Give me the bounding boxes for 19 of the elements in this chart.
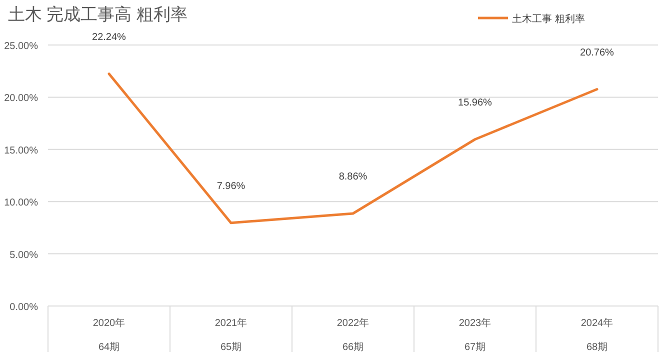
category-label: 2022年 66期 (336, 318, 370, 353)
legend-label: 土木工事 粗利率 (512, 13, 585, 25)
data-label: 8.86% (338, 172, 368, 182)
category-label: 2024年 68期 (580, 318, 614, 353)
data-label: 15.96% (458, 97, 492, 108)
data-label: 20.76% (580, 47, 614, 58)
category-label: 2021年 65期 (214, 318, 248, 353)
y-tick-label: 15.00% (4, 145, 38, 156)
line-series (108, 72, 598, 224)
y-tick-label: 25.00% (4, 41, 38, 52)
category-label: 2020年 64期 (92, 318, 126, 353)
y-tick-label: 10.00% (4, 198, 38, 209)
data-label: 22.24% (92, 32, 126, 43)
data-label: 7.96% (216, 180, 246, 192)
y-tick-label: 0.00% (10, 302, 38, 313)
y-tick-label: 5.00% (10, 250, 38, 261)
chart-title: 土木 完成工事高 粗利率 (8, 5, 188, 24)
category-label: 2023年 67期 (458, 318, 492, 353)
y-tick-label: 20.00% (4, 93, 38, 104)
